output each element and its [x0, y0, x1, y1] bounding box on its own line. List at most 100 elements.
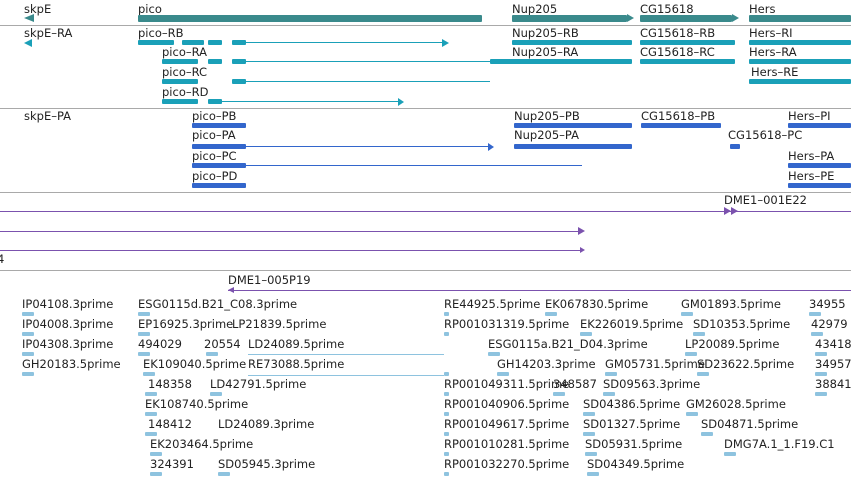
- exon[interactable]: [208, 59, 222, 64]
- est-label[interactable]: GH20183.5prime: [22, 357, 121, 371]
- transcript-arrow-icon[interactable]: [24, 39, 32, 47]
- transcript-arrow-icon[interactable]: [442, 39, 449, 47]
- clone-arrow-icon[interactable]: [724, 207, 731, 215]
- est-label[interactable]: EK109040.5prime: [143, 357, 247, 371]
- est-feature[interactable]: [587, 472, 599, 476]
- clone-arrow-icon[interactable]: [228, 287, 234, 293]
- est-feature[interactable]: [444, 312, 449, 316]
- est-label[interactable]: 42979: [811, 317, 848, 331]
- clone-label[interactable]: DME1–005P19: [228, 273, 311, 287]
- est-label[interactable]: 324391: [150, 457, 194, 471]
- est-feature[interactable]: [580, 332, 592, 336]
- est-label[interactable]: IP04008.3prime: [22, 317, 114, 331]
- transcript-label[interactable]: Hers–PA: [788, 149, 835, 163]
- transcript-label[interactable]: CG15618–PB: [641, 109, 716, 123]
- est-label[interactable]: SD23622.5prime: [697, 357, 795, 371]
- transcript-arrow-icon[interactable]: [398, 98, 404, 106]
- exon[interactable]: [788, 163, 851, 168]
- transcript-label[interactable]: Nup205–PA: [514, 128, 579, 142]
- est-label[interactable]: LD24089.5prime: [248, 337, 345, 351]
- est-feature[interactable]: [444, 412, 449, 416]
- est-label[interactable]: EK108740.5prime: [145, 397, 249, 411]
- gene-label[interactable]: CG15618: [640, 2, 694, 16]
- est-label[interactable]: 494029: [138, 337, 182, 351]
- est-label[interactable]: EK067830.5prime: [545, 297, 649, 311]
- est-label[interactable]: SD04386.5prime: [583, 397, 681, 411]
- exon[interactable]: [162, 79, 198, 84]
- transcript-label[interactable]: Hers–PE: [788, 169, 835, 183]
- est-label[interactable]: 148412: [148, 417, 192, 431]
- gene-label[interactable]: pico: [138, 2, 162, 16]
- exon[interactable]: [514, 123, 632, 128]
- transcript-label[interactable]: Nup205–RB: [512, 26, 579, 40]
- clone-label[interactable]: DME1–001E22: [724, 193, 807, 207]
- transcript-label[interactable]: Hers–RE: [751, 65, 799, 79]
- est-feature[interactable]: [145, 392, 157, 396]
- est-label[interactable]: 38841: [815, 377, 851, 391]
- est-label[interactable]: SD10353.5prime: [693, 317, 791, 331]
- est-feature[interactable]: [585, 452, 597, 456]
- est-label[interactable]: EP16925.3prime: [138, 317, 234, 331]
- est-feature[interactable]: [138, 312, 150, 316]
- exon[interactable]: [232, 79, 246, 84]
- transcript-label[interactable]: pico–PA: [192, 128, 236, 142]
- est-label[interactable]: EK203464.5prime: [150, 437, 254, 451]
- transcript-label[interactable]: CG15618–PC: [728, 128, 803, 142]
- est-feature[interactable]: [603, 392, 615, 396]
- exon[interactable]: [232, 59, 246, 64]
- est-feature[interactable]: [150, 472, 162, 476]
- est-label[interactable]: 20554: [204, 337, 241, 351]
- transcript-label[interactable]: pico–RC: [162, 65, 208, 79]
- transcript-label[interactable]: pico–RB: [138, 26, 184, 40]
- exon[interactable]: [512, 40, 632, 45]
- transcript-label[interactable]: skpE–RA: [24, 26, 73, 40]
- est-feature[interactable]: [218, 472, 230, 476]
- est-label[interactable]: GM26028.5prime: [686, 397, 786, 411]
- transcript-label[interactable]: pico–PC: [192, 149, 237, 163]
- est-feature[interactable]: [444, 392, 449, 396]
- est-label[interactable]: SD04349.5prime: [587, 457, 685, 471]
- est-label[interactable]: RP001031319.5prime: [444, 317, 570, 331]
- est-feature[interactable]: [693, 332, 705, 336]
- exon[interactable]: [641, 123, 721, 128]
- est-label[interactable]: RP001040906.5prime: [444, 397, 570, 411]
- est-feature[interactable]: [145, 412, 157, 416]
- est-label[interactable]: 34957: [815, 357, 851, 371]
- est-label[interactable]: GM05731.5prime: [605, 357, 705, 371]
- est-feature[interactable]: [22, 372, 34, 376]
- clone-arrow-icon[interactable]: [731, 207, 738, 215]
- clone-line[interactable]: [228, 290, 851, 291]
- est-label[interactable]: GH14203.3prime: [497, 357, 596, 371]
- est-feature[interactable]: [724, 452, 736, 456]
- est-feature[interactable]: [150, 452, 162, 456]
- exon[interactable]: [640, 59, 735, 64]
- est-label[interactable]: IP04308.3prime: [22, 337, 114, 351]
- gene-bar-pico[interactable]: [138, 15, 482, 22]
- est-label[interactable]: 43418: [815, 337, 851, 351]
- est-feature[interactable]: [701, 432, 713, 436]
- est-feature[interactable]: [145, 432, 157, 436]
- est-label[interactable]: ESG0115d.B21_C08.3prime: [138, 297, 298, 311]
- est-feature[interactable]: [697, 372, 709, 376]
- est-feature[interactable]: [686, 412, 698, 416]
- est-label[interactable]: RP001010281.5prime: [444, 437, 570, 451]
- exon[interactable]: [192, 123, 246, 128]
- exon[interactable]: [192, 183, 246, 188]
- gene-bar-hers[interactable]: [749, 15, 851, 22]
- gene-bar-cg15618[interactable]: [640, 15, 732, 22]
- exon[interactable]: [182, 40, 204, 45]
- exon[interactable]: [749, 59, 851, 64]
- gene-skpE-arrow-icon[interactable]: [24, 14, 34, 22]
- est-feature[interactable]: [444, 432, 449, 436]
- exon[interactable]: [640, 40, 735, 45]
- gene-cg15618-arrow-icon[interactable]: [732, 14, 739, 22]
- exon[interactable]: [749, 79, 851, 84]
- clone-arrow-icon[interactable]: [578, 227, 585, 235]
- exon[interactable]: [162, 99, 198, 104]
- est-feature[interactable]: [583, 432, 595, 436]
- est-feature[interactable]: [815, 352, 827, 356]
- transcript-label[interactable]: pico–RD: [162, 85, 209, 99]
- est-label[interactable]: GM01893.5prime: [681, 297, 781, 311]
- est-label[interactable]: RP001049311.5prime: [444, 377, 570, 391]
